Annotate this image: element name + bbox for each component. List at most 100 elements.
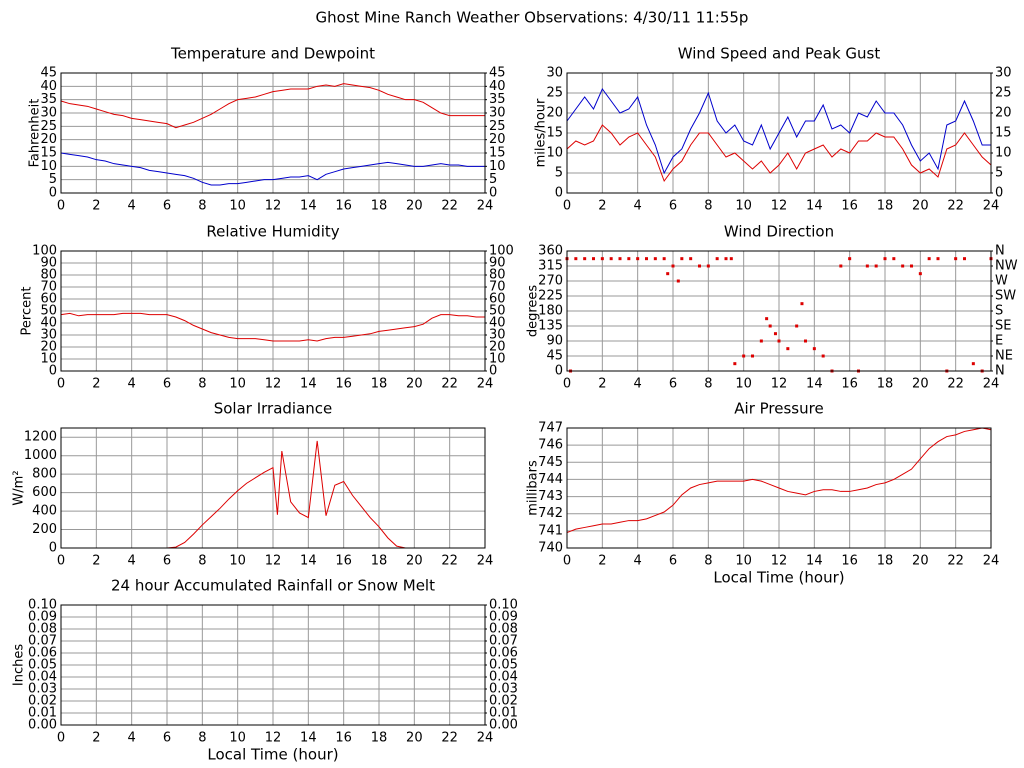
x-tick-label: 8 [198,199,206,214]
x-tick-label: 16 [335,377,352,392]
point [729,257,733,261]
y-tick-label: 10 [546,146,563,161]
y-tick-label: 0 [49,364,57,379]
y2-tick-label: S [995,304,1003,319]
point [901,264,905,268]
x-tick-label: 24 [983,554,1000,569]
x-tick-label: 8 [198,377,206,392]
y-tick-label: 60 [40,292,57,307]
x-tick-label: 12 [771,377,788,392]
y2-tick-label: 70 [489,280,506,295]
y-tick-label: 35 [40,92,57,107]
y2-tick-label: SW [995,289,1016,304]
x-tick-label: 10 [735,377,752,392]
point [706,264,710,268]
point [918,272,922,276]
x-tick-label: 8 [704,199,712,214]
point [671,264,675,268]
y-tick-label: 747 [538,421,563,436]
point [689,257,693,261]
x-tick-label: 22 [441,731,458,746]
x-tick-label: 20 [912,199,929,214]
x-tick-label: 22 [441,199,458,214]
point [927,257,931,261]
point [733,362,737,366]
point [715,257,719,261]
y2-tick-label: E [995,334,1003,349]
y2-tick-label: 40 [489,79,506,94]
y-tick-label: 70 [40,280,57,295]
y-tick-label: 100 [32,244,57,259]
point [609,257,613,261]
x-tick-label: 2 [92,731,100,746]
x-tick-label: 4 [634,199,642,214]
point [742,354,746,358]
x-tick-label: 16 [335,554,352,569]
y2-tick-label: 0.10 [489,598,518,613]
x-tick-label: 10 [229,554,246,569]
x-tick-label: 6 [163,377,171,392]
x-tick-label: 18 [371,731,388,746]
y-tick-label: 20 [40,340,57,355]
y-tick-label: 745 [538,455,563,470]
y-axis-label: Inches [12,644,27,686]
y-axis-label: Fahrenheit [28,99,43,168]
point [848,257,852,261]
y2-tick-label: N [995,244,1005,259]
y-tick-label: 0.04 [28,670,57,685]
y-tick-label: 740 [538,541,563,556]
x-tick-label: 12 [265,731,282,746]
x-tick-label: 4 [128,199,136,214]
chart-title: Air Pressure [734,400,823,418]
y-tick-label: 15 [546,126,563,141]
x-tick-label: 10 [229,199,246,214]
y-tick-label: 0 [49,186,57,201]
x-tick-label: 22 [947,554,964,569]
y2-tick-label: 0.00 [489,718,518,733]
point [759,339,763,343]
y2-tick-label: 40 [489,316,506,331]
plot-frame [60,72,486,194]
series-line [566,427,992,534]
point [618,257,622,261]
chart-title: Solar Irradiance [214,400,333,418]
x-tick-label: 22 [441,554,458,569]
series-line [60,83,485,129]
y-tick-label: 10 [40,159,57,174]
point [662,257,666,261]
series-line [566,124,992,183]
point [839,264,843,268]
x-tick-label: 12 [265,199,282,214]
chart-title: Wind Direction [724,223,834,241]
point [636,257,640,261]
plot-frame [60,604,486,726]
y-tick-label: 0.08 [28,622,57,637]
x-tick-label: 0 [57,199,65,214]
point [963,257,966,261]
y-tick-label: 0.10 [28,598,57,613]
y2-tick-label: 35 [489,92,506,107]
y2-tick-label: 0.04 [489,670,518,685]
chart-title: Relative Humidity [206,223,339,241]
x-tick-label: 24 [477,377,494,392]
y2-tick-label: 10 [489,159,506,174]
y-tick-label: 40 [40,316,57,331]
y-tick-label: 0.07 [28,634,57,649]
y2-tick-label: 5 [995,166,1003,181]
x-tick-label: 14 [300,377,317,392]
y2-tick-label: 0 [489,364,497,379]
y-tick-label: 1000 [24,448,57,463]
series-line [566,88,991,175]
y2-tick-label: 5 [489,172,497,187]
y-tick-label: 25 [40,119,57,134]
y-tick-label: 225 [538,289,563,304]
point [954,257,958,261]
x-tick-label: 10 [735,199,752,214]
y-tick-label: 180 [538,304,563,319]
y2-tick-label: SE [995,319,1011,334]
y-tick-label: 0.09 [28,610,57,625]
y-tick-label: 200 [32,522,57,537]
x-tick-label: 12 [265,377,282,392]
x-tick-label: 6 [669,554,677,569]
point [698,264,701,268]
